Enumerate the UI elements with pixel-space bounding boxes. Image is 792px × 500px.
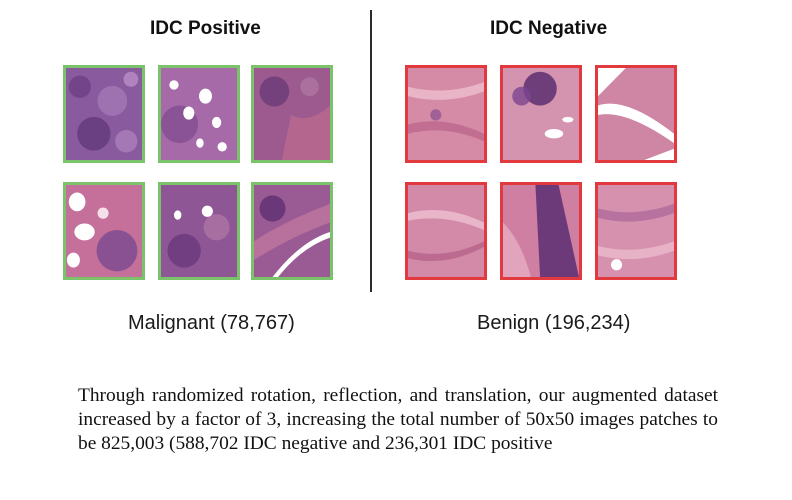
panel-divider	[370, 10, 372, 292]
positive-patch-image	[63, 65, 145, 163]
augmentation-paragraph: Through randomized rotation, reflection,…	[78, 385, 718, 454]
negative-patch-image	[595, 182, 677, 280]
positive-patch-image	[251, 65, 333, 163]
negative-patch-image	[500, 182, 582, 280]
positive-patch-image	[251, 182, 333, 280]
negative-patch-image	[500, 65, 582, 163]
benign-count-label: Benign (196,234)	[477, 312, 631, 334]
idc-positive-title: IDC Positive	[150, 18, 261, 39]
idc-figure: IDC Positive IDC Negative	[63, 10, 677, 334]
positive-patch-image	[63, 182, 145, 280]
idc-negative-title: IDC Negative	[490, 18, 608, 39]
negative-patch-image	[595, 65, 677, 163]
negative-patch-image	[405, 182, 487, 280]
positive-patch-image	[158, 182, 240, 280]
negative-patch-image	[405, 65, 487, 163]
positive-patch-image	[158, 65, 240, 163]
malignant-count-label: Malignant (78,767)	[128, 312, 295, 334]
